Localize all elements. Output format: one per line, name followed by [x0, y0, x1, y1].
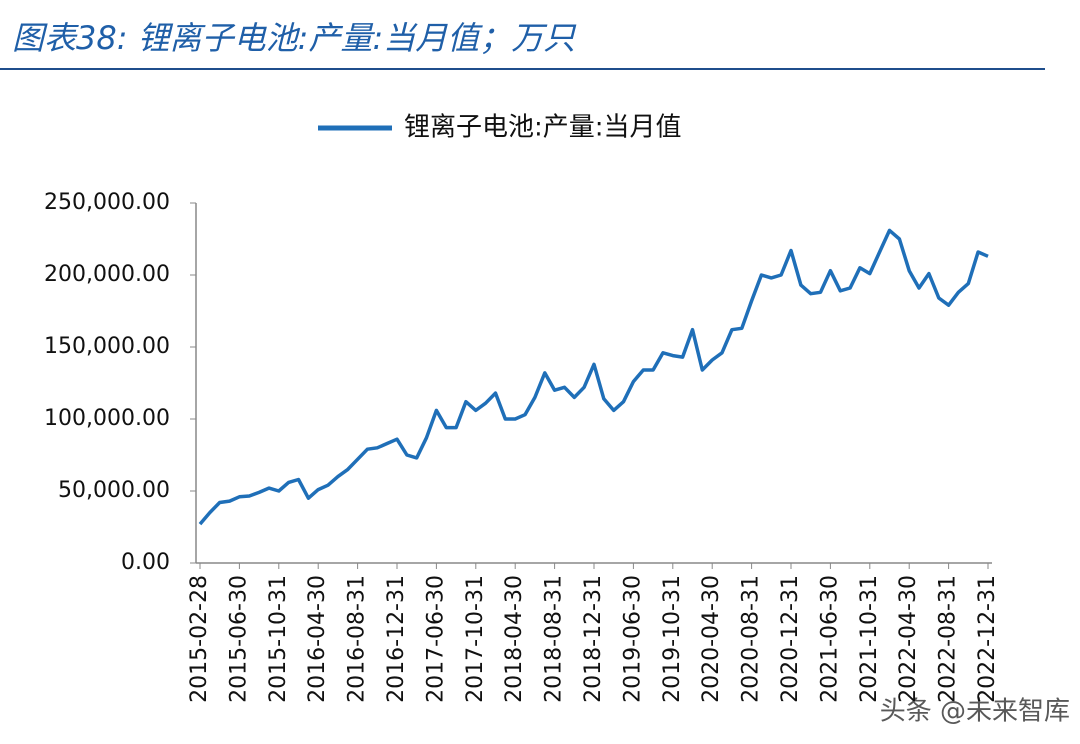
x-tick-label: 2016-04-30 — [305, 575, 330, 703]
y-tick-label: 100,000.00 — [44, 406, 170, 431]
data-line — [198, 228, 989, 526]
y-tick-label: 250,000.00 — [44, 190, 170, 215]
x-tick-label: 2016-12-31 — [384, 575, 409, 703]
y-tick-label: 200,000.00 — [44, 262, 170, 287]
x-tick-label: 2021-10-31 — [857, 575, 882, 703]
x-tick-label: 2016-08-31 — [345, 575, 370, 703]
x-tick-label: 2017-06-30 — [423, 575, 448, 703]
x-tick-label: 2018-04-30 — [502, 575, 527, 703]
x-tick-label: 2020-08-31 — [739, 575, 764, 703]
x-tick-label: 2019-10-31 — [660, 575, 685, 703]
chart-title: 图表38: 锂离子电池:产量:当月值；万只 — [12, 19, 577, 57]
x-tick-label: 2015-02-28 — [187, 575, 212, 703]
x-tick-label: 2022-12-31 — [975, 575, 1000, 703]
y-tick-label: 0.00 — [121, 550, 170, 575]
x-tick-label: 2015-06-30 — [226, 575, 251, 703]
x-tick-label: 2019-06-30 — [620, 575, 645, 703]
x-tick-label: 2018-08-31 — [542, 575, 567, 703]
watermark: 头条 @未来智库 — [880, 697, 1070, 727]
x-tick-label: 2015-10-31 — [266, 575, 291, 703]
x-tick-label: 2022-08-31 — [936, 575, 961, 703]
x-tick-label: 2020-04-30 — [699, 575, 724, 703]
legend-label: 锂离子电池:产量:当月值 — [404, 113, 682, 143]
x-tick-label: 2018-12-31 — [581, 575, 606, 703]
x-tick-label: 2020-12-31 — [778, 575, 803, 703]
y-tick-label: 150,000.00 — [44, 334, 170, 359]
y-tick-label: 50,000.00 — [58, 478, 170, 503]
x-tick-label: 2021-06-30 — [817, 575, 842, 703]
x-tick-label: 2022-04-30 — [896, 575, 921, 703]
x-tick-label: 2017-10-31 — [463, 575, 488, 703]
